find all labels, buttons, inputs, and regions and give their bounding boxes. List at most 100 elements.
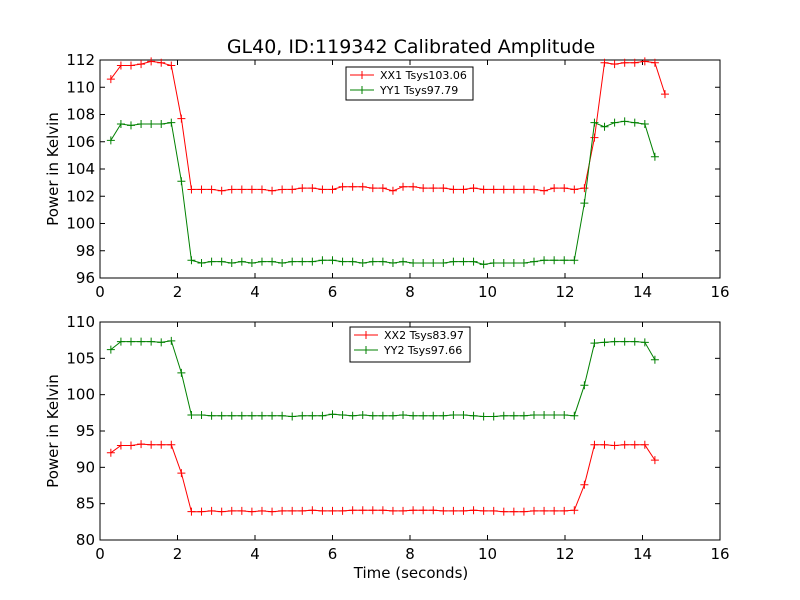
data-point bbox=[127, 337, 135, 346]
data-point bbox=[388, 411, 397, 420]
data-point bbox=[348, 182, 357, 191]
data-point bbox=[157, 120, 166, 129]
data-point bbox=[620, 440, 629, 449]
y-tick-label: 100 bbox=[66, 386, 95, 404]
data-point bbox=[429, 184, 438, 193]
y-tick-label: 110 bbox=[66, 313, 95, 331]
data-point bbox=[217, 411, 226, 420]
y-tick-label: 106 bbox=[66, 133, 95, 151]
data-point bbox=[187, 507, 196, 516]
data-point bbox=[630, 118, 639, 127]
data-point bbox=[348, 257, 357, 266]
y-tick-label: 98 bbox=[76, 242, 95, 260]
data-point bbox=[338, 182, 347, 191]
data-point bbox=[308, 411, 317, 420]
x-tick-label: 0 bbox=[95, 283, 105, 301]
data-point bbox=[257, 506, 266, 515]
data-point bbox=[278, 506, 287, 515]
data-point bbox=[590, 440, 599, 449]
data-point bbox=[600, 122, 609, 131]
data-point bbox=[127, 61, 135, 70]
data-point bbox=[157, 338, 166, 347]
data-point bbox=[318, 506, 327, 515]
data-point bbox=[257, 257, 266, 266]
data-point bbox=[237, 506, 246, 515]
data-point bbox=[116, 441, 125, 450]
data-point bbox=[570, 506, 579, 515]
data-point bbox=[469, 257, 478, 266]
data-point bbox=[197, 185, 206, 194]
data-point bbox=[489, 259, 498, 268]
x-tick-label: 10 bbox=[478, 545, 497, 563]
data-point bbox=[580, 480, 589, 489]
data-point bbox=[580, 199, 589, 208]
data-point bbox=[560, 256, 569, 265]
data-point bbox=[237, 185, 246, 194]
data-point bbox=[288, 185, 297, 194]
data-point bbox=[610, 337, 619, 346]
data-point bbox=[620, 58, 629, 67]
data-point bbox=[399, 411, 408, 420]
x-tick-label: 6 bbox=[328, 283, 338, 301]
data-point bbox=[600, 440, 609, 449]
data-point bbox=[630, 337, 639, 346]
data-point bbox=[338, 506, 347, 515]
y-axis-label: Power in Kelvin bbox=[44, 112, 62, 226]
data-point bbox=[368, 506, 377, 515]
data-point bbox=[116, 337, 125, 346]
data-point bbox=[409, 182, 418, 191]
data-point bbox=[207, 506, 216, 515]
data-point bbox=[479, 412, 488, 421]
data-point bbox=[106, 136, 115, 145]
data-point bbox=[308, 184, 317, 193]
data-point bbox=[469, 506, 478, 515]
data-point bbox=[499, 411, 508, 420]
legend-marker bbox=[362, 331, 370, 339]
bottom-plot: 0 2 4 6 8 10 12 14 16 80 85 90 95 100 105 110 Power in K… bbox=[44, 313, 730, 563]
data-point bbox=[197, 259, 206, 268]
data-point bbox=[449, 257, 458, 266]
y-tick-label: 112 bbox=[66, 51, 95, 69]
data-point bbox=[268, 186, 277, 195]
data-point bbox=[640, 440, 649, 449]
legend-label: XX1 Tsys103.06 bbox=[380, 69, 467, 82]
series-line-xx2 bbox=[110, 443, 656, 513]
data-point bbox=[499, 507, 508, 516]
y-tick-label: 80 bbox=[76, 531, 95, 549]
data-point bbox=[489, 506, 498, 515]
data-point bbox=[358, 506, 367, 515]
data-point bbox=[530, 185, 538, 194]
x-tick-label: 4 bbox=[250, 545, 260, 563]
data-point bbox=[570, 411, 579, 420]
data-point bbox=[207, 257, 216, 266]
data-point bbox=[399, 257, 408, 266]
legend-marker bbox=[358, 71, 366, 79]
data-point bbox=[328, 506, 337, 515]
data-point bbox=[530, 411, 538, 420]
data-point bbox=[237, 411, 246, 420]
data-point bbox=[137, 60, 146, 69]
x-tick-label: 12 bbox=[555, 283, 574, 301]
legend-box bbox=[345, 66, 474, 101]
data-point bbox=[590, 133, 599, 142]
data-point bbox=[509, 259, 518, 268]
data-point bbox=[550, 184, 559, 193]
data-point bbox=[227, 506, 236, 515]
data-point bbox=[409, 411, 418, 420]
data-point bbox=[580, 184, 589, 193]
data-point bbox=[419, 259, 428, 268]
data-point bbox=[640, 120, 649, 129]
data-point bbox=[147, 440, 156, 449]
data-point bbox=[217, 257, 226, 266]
data-point bbox=[600, 338, 609, 347]
data-point bbox=[550, 411, 559, 420]
legend-label: XX2 Tsys83.97 bbox=[384, 329, 464, 342]
data-point bbox=[610, 441, 619, 450]
data-point bbox=[177, 368, 186, 377]
data-point bbox=[459, 257, 468, 266]
y-tick-label: 96 bbox=[76, 269, 95, 287]
data-point bbox=[600, 58, 609, 67]
data-point bbox=[147, 57, 156, 66]
legend-label: YY1 Tsys97.79 bbox=[379, 84, 458, 97]
data-point bbox=[570, 185, 579, 194]
